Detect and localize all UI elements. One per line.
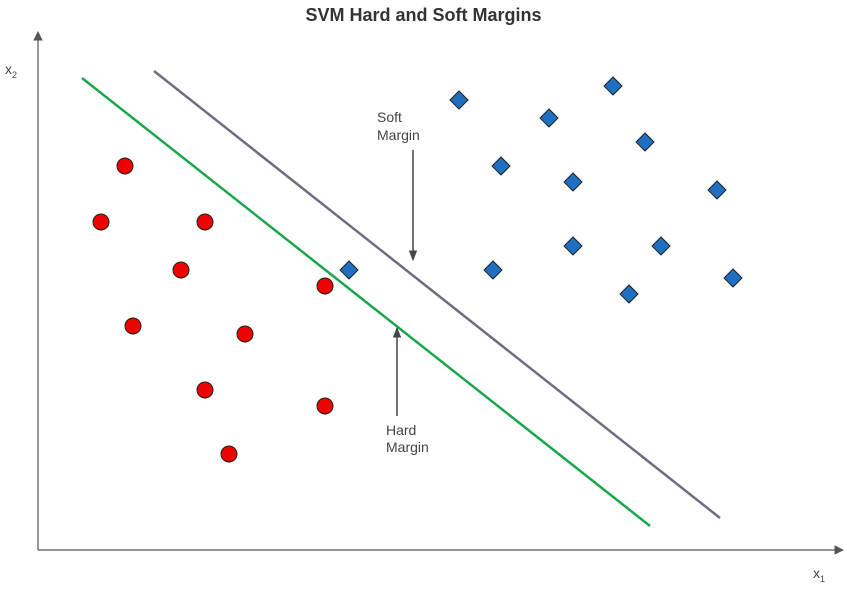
blue-diamond: [707, 180, 727, 200]
blue-diamond: [619, 284, 639, 304]
red-circle: [92, 213, 110, 231]
hard-margin-label-line2: Margin: [386, 439, 429, 455]
red-circle: [124, 317, 142, 335]
soft-margin-line: [153, 70, 721, 519]
blue-diamond: [563, 236, 583, 256]
blue-diamond: [483, 260, 503, 280]
blue-diamond: [539, 108, 559, 128]
soft-margin-label-line1: Soft: [377, 109, 402, 125]
red-circle: [196, 213, 214, 231]
y-axis-label: x2: [5, 61, 17, 80]
red-circle: [316, 277, 334, 295]
red-circle: [220, 445, 238, 463]
soft-margin-label-line2: Margin: [377, 127, 420, 143]
hard-margin-line: [81, 77, 651, 527]
red-circle: [236, 325, 254, 343]
blue-diamond: [563, 172, 583, 192]
diagram-title: SVM Hard and Soft Margins: [305, 5, 542, 25]
blue-diamond: [449, 90, 469, 110]
blue-diamond: [651, 236, 671, 256]
blue-diamond: [723, 268, 743, 288]
blue-diamond: [635, 132, 655, 152]
blue-diamond: [603, 76, 623, 96]
x-axis-label: x1: [813, 565, 825, 584]
hard-margin-label-line1: Hard: [386, 422, 416, 438]
blue-diamond: [339, 260, 359, 280]
red-circle: [172, 261, 190, 279]
red-circle: [316, 397, 334, 415]
red-circle: [116, 157, 134, 175]
blue-diamond: [491, 156, 511, 176]
class-blue-diamonds: [339, 76, 743, 304]
class-red-circles: [92, 157, 334, 463]
red-circle: [196, 381, 214, 399]
